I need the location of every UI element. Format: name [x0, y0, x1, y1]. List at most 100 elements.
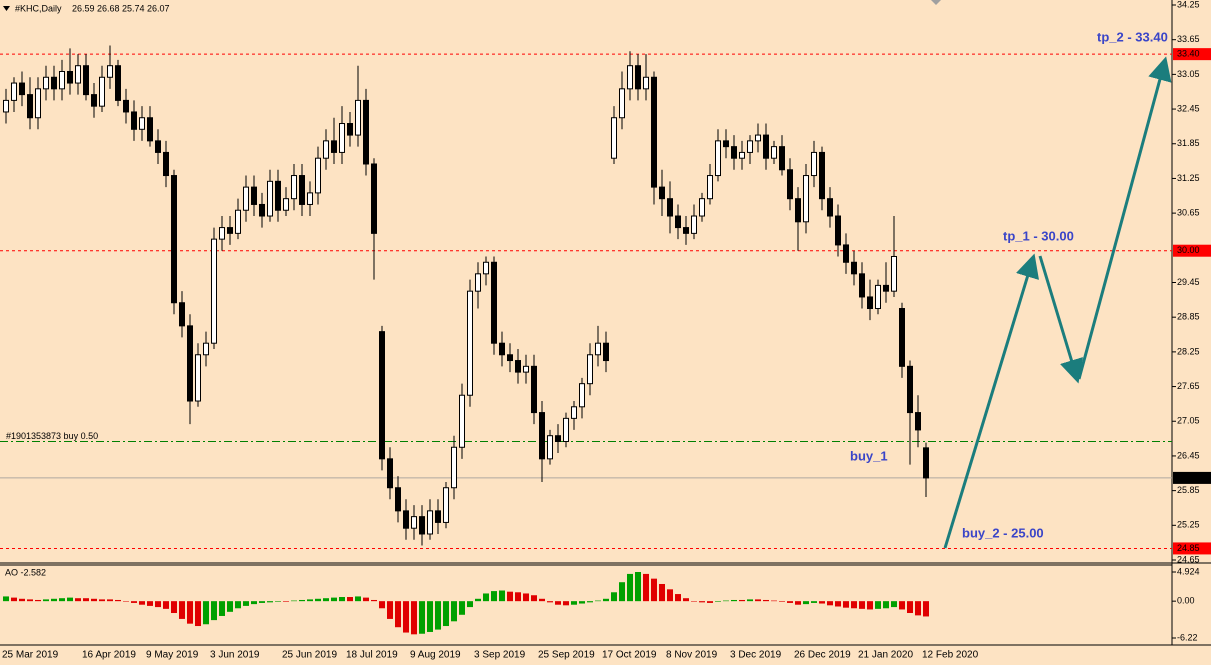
ao-bar [227, 601, 233, 612]
ao-bar [475, 598, 481, 602]
candle-body [179, 302, 185, 327]
ao-bar [275, 601, 281, 602]
ao-bar [739, 599, 745, 602]
candle-body [123, 99, 129, 113]
ao-bar [507, 591, 513, 602]
ao-bar [579, 601, 585, 604]
level-label-box [1173, 48, 1211, 61]
candle-body [867, 296, 873, 310]
candle-body [779, 146, 785, 171]
level-label-box [1173, 542, 1211, 555]
ao-bar [691, 601, 697, 602]
candle-body [771, 146, 777, 159]
candle-body [851, 261, 857, 275]
ao-bar [891, 601, 897, 608]
candle-body [683, 227, 689, 234]
y-tick-label: -6.22 [1177, 632, 1198, 642]
candle-body [539, 412, 545, 460]
candle-body [459, 394, 465, 448]
ao-bar [635, 572, 641, 602]
x-tick-label: 8 Nov 2019 [666, 650, 718, 661]
ohlc-close: 26.07 [147, 3, 170, 13]
symbol: #KHC,Daily [15, 3, 62, 13]
ao-bar [147, 601, 153, 606]
x-tick-label: 9 May 2019 [146, 650, 199, 661]
ao-bar [491, 591, 497, 602]
y-tick-label: 26.45 [1177, 450, 1200, 460]
ao-bar [371, 599, 377, 602]
ao-bar [291, 600, 297, 602]
candle-body [195, 354, 201, 402]
candle-body [859, 273, 865, 298]
candle-body [147, 117, 153, 142]
x-tick-label: 21 Jan 2020 [858, 650, 913, 661]
ao-bar [35, 599, 41, 602]
candle-body [651, 76, 657, 188]
ao-bar [795, 601, 801, 605]
ao-bar [347, 597, 353, 602]
candle-body [827, 198, 833, 217]
candle-body [163, 151, 169, 177]
ao-bar [443, 601, 449, 627]
candle-body [643, 76, 649, 90]
candle-body [315, 157, 321, 194]
ao-bar [123, 601, 129, 602]
ao-bar [571, 601, 577, 605]
shift-marker [931, 0, 941, 5]
ao-bar [499, 590, 505, 602]
ao-bar [907, 601, 913, 614]
ao-bar [531, 595, 537, 602]
ao-bar [459, 601, 465, 615]
candle-body [259, 203, 265, 217]
ao-bar [387, 601, 393, 619]
candle-body [51, 76, 57, 90]
ao-bar [235, 601, 241, 609]
ao-bar [779, 601, 785, 602]
order-label: #1901353873 buy 0.50 [6, 431, 98, 441]
x-tick-label: 25 Sep 2019 [538, 650, 595, 661]
ao-bar [835, 601, 841, 607]
candle-body [499, 342, 505, 356]
ao-bar [619, 582, 625, 602]
ao-bar [667, 589, 673, 602]
y-tick-label: 28.25 [1177, 346, 1200, 356]
candle-body [907, 365, 913, 414]
candle-body [731, 146, 737, 159]
candle-body [563, 417, 569, 442]
ao-bar [83, 598, 89, 602]
ao-bar [179, 601, 185, 619]
ao-bar [707, 601, 713, 603]
candle-body [811, 151, 817, 177]
level-label: 30.00 [1177, 245, 1200, 255]
ao-bar [811, 601, 817, 603]
ao-bar [107, 599, 113, 602]
candle-body [19, 82, 25, 96]
ao-bar [283, 601, 289, 602]
x-tick-label: 17 Oct 2019 [602, 650, 657, 661]
ao-bar [627, 573, 633, 602]
ohlc-high: 26.68 [97, 3, 120, 13]
ao-bar [771, 600, 777, 602]
candle-body [707, 175, 713, 200]
menu-icon[interactable] [3, 6, 10, 11]
candle-body [547, 435, 553, 460]
ao-bar [427, 601, 433, 632]
level-label-box [1173, 244, 1211, 257]
ao-bar [75, 598, 81, 602]
arrow [943, 253, 1039, 549]
x-tick-label: 12 Feb 2020 [922, 650, 979, 661]
ao-bar [27, 599, 33, 602]
y-tick-label: 33.65 [1177, 34, 1200, 44]
candle-body [171, 175, 177, 304]
candle-body [203, 342, 209, 356]
candle-body [131, 111, 137, 130]
ao-bar [19, 598, 25, 602]
ao-bar [91, 598, 97, 602]
candle-body [91, 94, 97, 107]
ao-bar [211, 601, 217, 621]
y-tick-label: 25.85 [1177, 485, 1200, 495]
ao-bar [323, 598, 329, 602]
ao-bar [915, 601, 921, 616]
ao-bar [11, 597, 17, 602]
candle-body [515, 360, 521, 373]
